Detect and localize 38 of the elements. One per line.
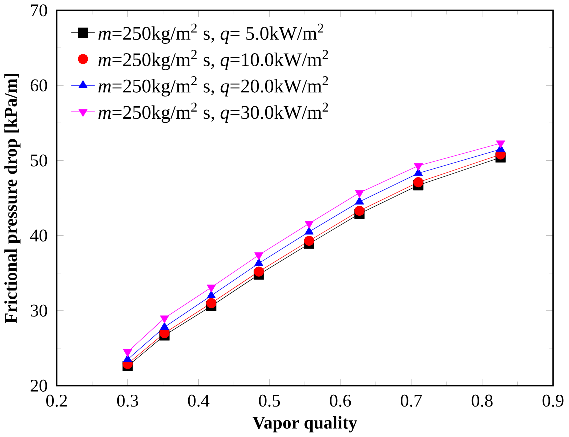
legend-label: m=250kg/m$^{2}$ s, q= 5.0kW/m$^{2}$	[98, 24, 324, 44]
x-tick-label: 0.9	[542, 394, 564, 407]
point	[206, 298, 217, 308]
x-tick-label: 0.2	[46, 394, 68, 407]
point	[354, 206, 365, 216]
point	[304, 221, 314, 229]
point	[207, 290, 216, 298]
x-tick-label: 0.3	[117, 394, 138, 407]
legend-label: m=250kg/m$^{2}$ s, q=20.0kW/m$^{2}$	[98, 76, 328, 97]
x-axis-title: Vapor quality	[252, 416, 358, 433]
point	[254, 266, 264, 277]
y-tick-label: 30	[31, 304, 48, 317]
legend-label: m=250kg/m$^{2}$ s, q=10.0kW/m$^{2}$	[98, 50, 328, 70]
y-tick-label: 70	[31, 4, 48, 16]
point	[254, 258, 264, 266]
point	[355, 196, 364, 205]
point	[160, 322, 170, 330]
point	[414, 163, 423, 171]
legend-label: m=250kg/m$^{2}$ s, q=30.0kW/m$^{2}$	[98, 102, 328, 124]
x-tick-label: 0.4	[188, 394, 210, 407]
x-tick-label: 0.8	[472, 394, 493, 407]
x-tick-label: 0.7	[401, 394, 422, 407]
y-tick-label: 60	[30, 80, 48, 92]
point	[413, 177, 424, 188]
point	[207, 284, 216, 293]
y-axis-title: Frictional pressure drop [kPa/m]	[4, 74, 21, 324]
point	[123, 349, 132, 358]
point	[304, 236, 314, 246]
y-tick-label: 50	[31, 154, 48, 167]
point	[304, 226, 314, 235]
point	[254, 252, 264, 260]
point	[355, 190, 364, 198]
x-tick-label: 0.6	[330, 394, 352, 407]
point	[496, 140, 506, 148]
point	[160, 316, 170, 324]
y-tick-label: 20	[30, 380, 48, 392]
y-tick-label: 40	[30, 230, 48, 242]
x-tick-label: 0.5	[259, 394, 280, 407]
